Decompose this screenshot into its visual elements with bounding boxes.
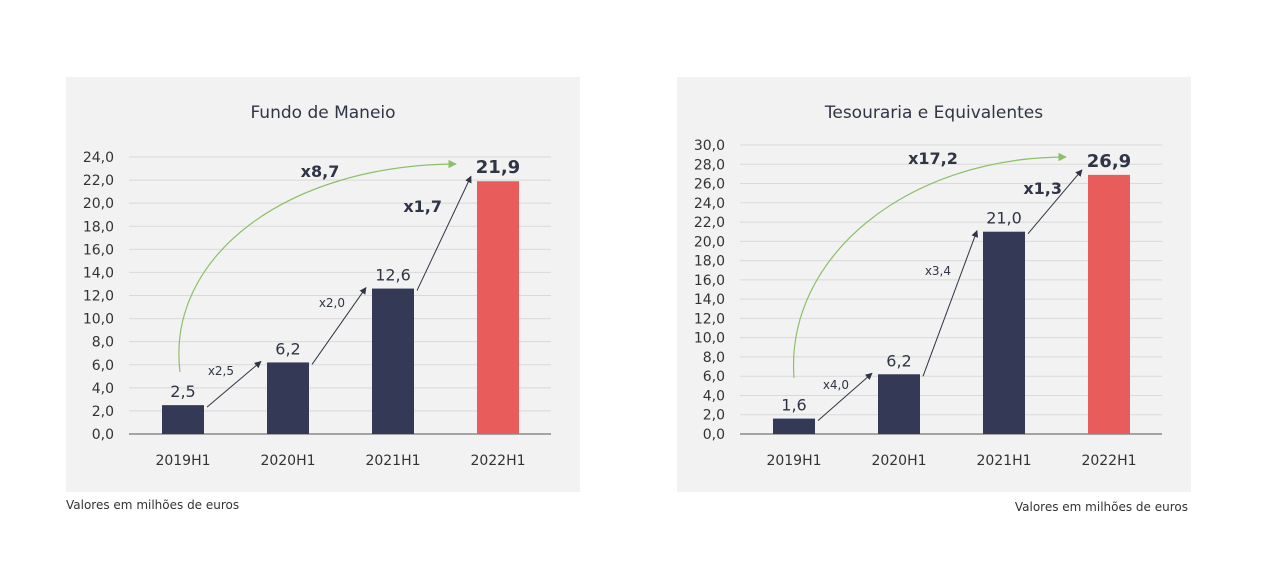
y-tick-label: 10,0 (694, 331, 725, 347)
bar-2022h1 (477, 181, 519, 434)
y-tick-label: 26,0 (694, 177, 725, 193)
chart-panel-fundo-de-maneio: Fundo de Maneio 0,0 2,0 4,0 6,0 8,0 10,0 12,0 1… (66, 77, 580, 492)
y-tick-label: 8,0 (92, 335, 114, 351)
y-tick-label: 22,0 (694, 215, 725, 231)
overall-growth-label: x8,7 (301, 162, 340, 181)
x-tick-label: 2020H1 (871, 453, 926, 469)
data-label: 1,6 (781, 396, 806, 415)
data-label: 6,2 (275, 339, 300, 358)
y-tick-label: 2,0 (703, 408, 725, 424)
x-tick-label: 2021H1 (976, 453, 1031, 469)
growth-arrow (416, 175, 472, 291)
y-tick-label: 12,0 (83, 289, 114, 305)
growth-label: x2,0 (319, 296, 345, 310)
y-tick-label: 14,0 (694, 292, 725, 308)
bar-2020h1 (878, 374, 920, 434)
y-tick-label: 14,0 (83, 265, 114, 281)
y-tick-label: 6,0 (92, 358, 114, 374)
y-tick-label: 10,0 (83, 312, 114, 328)
chart-title: Tesouraria e Equivalentes (824, 103, 1044, 123)
data-label: 21,9 (476, 157, 520, 178)
bar-2019h1 (162, 405, 204, 434)
y-tick-label: 24,0 (83, 150, 114, 166)
y-tick-label: 24,0 (694, 196, 725, 212)
x-tick-label: 2019H1 (155, 453, 210, 469)
x-tick-label: 2019H1 (766, 453, 821, 469)
y-tick-label: 6,0 (703, 369, 725, 385)
growth-label: x4,0 (823, 378, 849, 392)
y-tick-label: 20,0 (83, 196, 114, 212)
x-tick-label: 2020H1 (260, 453, 315, 469)
data-label: 12,6 (375, 266, 411, 285)
y-tick-label: 2,0 (92, 404, 114, 420)
bar-2021h1 (372, 288, 414, 434)
growth-arrow (817, 372, 873, 421)
data-label: 2,5 (170, 382, 195, 401)
growth-label: x3,4 (925, 264, 951, 278)
y-tick-label: 18,0 (694, 254, 725, 270)
growth-arrow (1027, 169, 1083, 235)
data-label: 6,2 (886, 351, 911, 370)
y-tick-label: 12,0 (694, 311, 725, 327)
growth-arrow (206, 360, 262, 408)
x-tick-label: 2022H1 (470, 453, 525, 469)
y-tick-label: 16,0 (83, 242, 114, 258)
x-tick-label: 2021H1 (365, 453, 420, 469)
y-tick-label: 0,0 (703, 427, 725, 443)
y-tick-label: 30,0 (694, 138, 725, 154)
overall-growth-curve (792, 152, 1067, 379)
chart-panel-tesouraria: Tesouraria e Equivalentes 0,0 2,0 4,0 6,0 8,… (677, 77, 1191, 492)
y-tick-label: 22,0 (83, 173, 114, 189)
y-tick-label: 16,0 (694, 273, 725, 289)
growth-label: x2,5 (208, 364, 234, 378)
chart-title: Fundo de Maneio (250, 103, 396, 123)
growth-arrow (311, 287, 367, 365)
bar-2019h1 (773, 418, 815, 434)
footnote: Valores em milhões de euros (1014, 500, 1188, 514)
y-tick-label: 20,0 (694, 234, 725, 250)
x-tick-label: 2022H1 (1081, 453, 1136, 469)
bar-2020h1 (267, 362, 309, 434)
growth-label: x1,3 (1023, 179, 1062, 198)
growth-arrow (922, 230, 979, 377)
growth-label: x1,7 (403, 197, 442, 216)
data-label: 26,9 (1087, 151, 1131, 172)
bar-chart-fundo-de-maneio: 0,0 2,0 4,0 6,0 8,0 10,0 12,0 14,0 16,0 18,0 20,0 2… (83, 150, 551, 469)
y-tick-label: 28,0 (694, 157, 725, 173)
bar-chart-tesouraria: 0,0 2,0 4,0 6,0 8,0 10,0 12,0 14,0 16,0 18,0 20,0 2… (694, 138, 1162, 469)
overall-growth-label: x17,2 (908, 149, 958, 168)
data-label: 21,0 (986, 209, 1022, 228)
bar-2022h1 (1088, 174, 1130, 434)
y-tick-label: 4,0 (92, 381, 114, 397)
y-tick-label: 4,0 (703, 388, 725, 404)
y-tick-label: 18,0 (83, 219, 114, 235)
overall-growth-curve (178, 159, 457, 373)
bar-2021h1 (983, 231, 1025, 434)
y-tick-label: 8,0 (703, 350, 725, 366)
footnote: Valores em milhões de euros (66, 498, 240, 512)
y-tick-label: 0,0 (92, 427, 114, 443)
